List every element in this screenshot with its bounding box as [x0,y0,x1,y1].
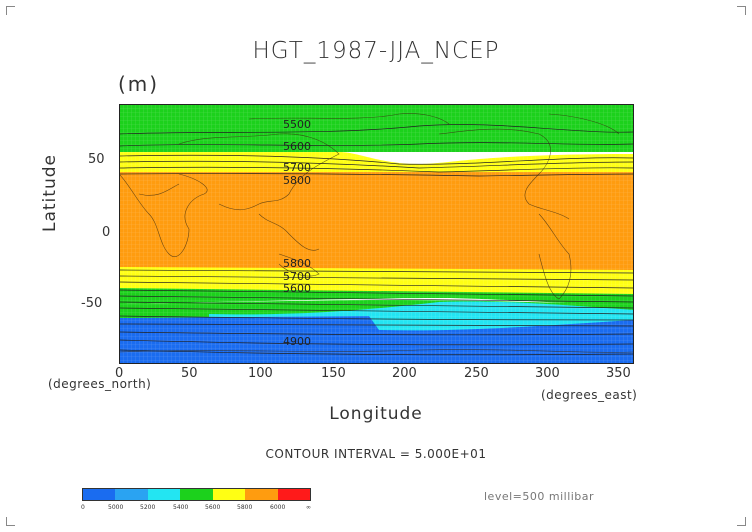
colorbar-label: 5200 [140,504,156,511]
colorbar-swatch [212,489,246,500]
contour-label: 5800 [283,174,311,187]
corner-mark-br [737,517,746,526]
colorbar [82,488,311,501]
y-axis-label: Latitude [40,154,60,232]
colorbar-label: 6000 [270,504,286,511]
contour-label: 5600 [283,282,311,295]
level-label: level=500 millibar [484,490,595,503]
colorbar-label: ∞ [306,504,311,511]
plot-title: HGT_1987-JJA_NCEP [252,38,500,64]
colorbar-swatch [277,489,310,500]
corner-mark-tr [737,6,746,15]
colorbar-swatch [83,489,116,500]
y-tick-label: -50 [81,296,103,311]
y-tick-label: 0 [102,225,111,240]
corner-mark-tl [6,6,15,15]
contour-label: 5500 [283,118,311,131]
corner-mark-bl [6,517,15,526]
colorbar-label: 5400 [173,504,189,511]
colorbar-swatch [147,489,181,500]
colorbar-label: 5800 [237,504,253,511]
x-tick-label: 150 [321,366,346,381]
x-tick-label: 100 [248,366,273,381]
colorbar-label: 5600 [205,504,221,511]
colorbar-label: 0 [81,504,85,511]
contour-label: 5800 [283,257,311,270]
contour-label: 5600 [283,140,311,153]
x-axis-label: Longitude [329,404,423,424]
colorbar-swatch [115,489,148,500]
contour-label: 4900 [283,335,311,348]
x-unit-left: (degrees_north) [48,377,152,391]
x-tick-label: 0 [115,366,124,381]
colorbar-swatch [180,489,213,500]
units-label: (m) [118,72,160,96]
contour-lines [119,124,634,356]
x-tick-label: 300 [535,366,560,381]
contour-interval: CONTOUR INTERVAL = 5.000E+01 [265,447,487,461]
colorbar-swatch [245,489,278,500]
x-tick-label: 350 [606,366,631,381]
contour-label: 5700 [283,270,311,283]
x-tick-label: 200 [392,366,417,381]
x-tick-label: 50 [181,366,198,381]
x-unit-right: (degrees_east) [541,388,638,402]
geopotential-height-map: 5500 5600 5700 5800 5800 5700 5600 4900 [119,104,634,364]
x-tick-label: 250 [464,366,489,381]
colorbar-label: 5000 [108,504,124,511]
coastlines [119,113,634,353]
contour-label: 5700 [283,161,311,174]
y-tick-label: 50 [88,152,105,167]
